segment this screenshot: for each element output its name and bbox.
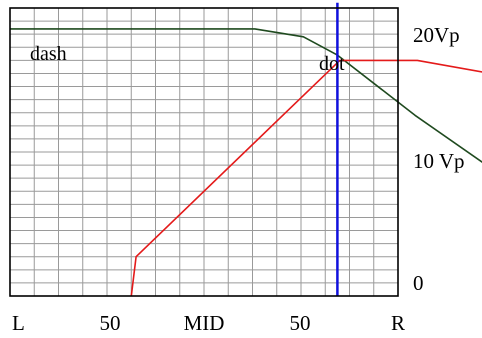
x-tick-label-mid: MID: [184, 311, 225, 335]
x-tick-label-50-left: 50: [100, 311, 121, 335]
plot-border: [9, 7, 399, 297]
series-line-dash: [10, 28, 482, 163]
y-tick-label-10vp: 10 Vp: [413, 149, 465, 173]
x-tick-label-r: R: [391, 311, 405, 335]
series-lines: [10, 2, 482, 297]
annotation-dash: dash: [30, 43, 67, 65]
series-line-dot: [130, 59, 482, 297]
x-tick-label-l: L: [12, 311, 25, 335]
plot-frame: [9, 7, 399, 297]
x-tick-label-50-right: 50: [290, 311, 311, 335]
grid: [10, 8, 398, 296]
y-tick-label-20vp: 20Vp: [413, 23, 460, 47]
y-tick-label-0: 0: [413, 271, 424, 295]
annotation-dot: dot: [319, 53, 345, 75]
